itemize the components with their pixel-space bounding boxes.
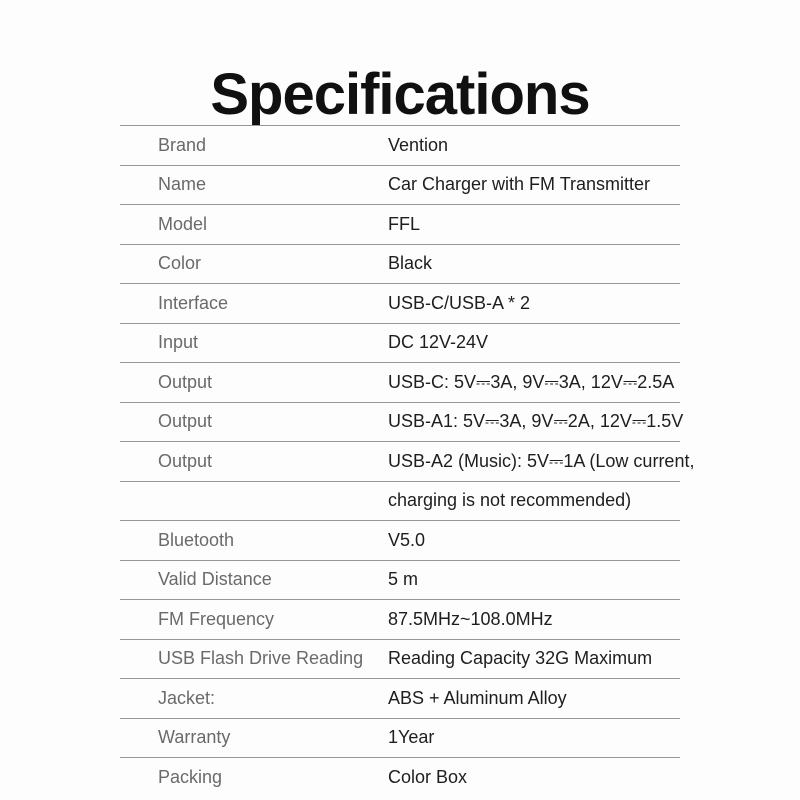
spec-label: Output [158,371,213,392]
spec-row-interface: Interface USB-C/USB-A * 2 [120,283,680,323]
spec-row-output-usba1: Output USB-A1: 5V⎓3A, 9V⎓2A, 12V⎓1.5V [120,401,684,442]
spec-label: Name [158,174,207,195]
page-title: Specifications [210,61,590,127]
spec-value: USB-C: 5V⎓3A, 9V⎓3A, 12V⎓2.5A [388,371,675,392]
spec-value: Color Box [388,766,468,787]
spec-value: 5 m [388,569,419,590]
spec-label: Input [158,332,199,353]
spec-value: USB-A2 (Music): 5V⎓1A (Low current, [388,450,695,471]
spec-value: 1Year [388,727,435,748]
spec-label: Jacket: [158,687,216,708]
spec-value: Reading Capacity 32G Maximum [388,648,653,669]
spec-row-bluetooth: Bluetooth V5.0 [120,520,680,560]
spec-row-warranty: Warranty 1Year [120,717,680,758]
spec-label: Valid Distance [158,569,272,590]
spec-row-fm-frequency: FM Frequency 87.5MHz~108.0MHz [120,599,680,639]
spec-label: Color [158,253,202,274]
spec-row-output-usba2-continued: charging is not recommended) [120,480,680,521]
spec-row-brand: Brand Vention [120,125,680,165]
spec-label: Interface [158,292,229,313]
spec-value: FFL [388,213,421,234]
spec-label: Output [158,450,213,471]
spec-label: Brand [158,134,207,155]
spec-label: USB Flash Drive Reading [158,648,364,669]
spec-row-output-usba2: Output USB-A2 (Music): 5V⎓1A (Low curren… [120,441,694,481]
spec-value: 87.5MHz~108.0MHz [388,608,553,629]
spec-value: DC 12V-24V [388,332,489,353]
spec-row-input: Input DC 12V-24V [120,322,680,363]
spec-value: V5.0 [388,529,426,550]
spec-label: Model [158,213,208,234]
spec-label: FM Frequency [158,608,275,629]
spec-label: Warranty [158,727,231,748]
spec-value: Vention [388,134,449,155]
spec-label: Bluetooth [158,529,235,550]
spec-row-jacket: Jacket: ABS + Aluminum Alloy [120,678,680,718]
spec-row-name: Name Car Charger with FM Transmitter [120,164,680,205]
spec-value: USB-C/USB-A * 2 [388,292,531,313]
spec-label: Output [158,411,213,432]
spec-row-usb-flash-drive-reading: USB Flash Drive Reading Reading Capacity… [120,638,680,679]
spec-value: Black [388,253,433,274]
spec-row-packing: Packing Color Box [120,757,680,797]
spec-row-output-usbc: Output USB-C: 5V⎓3A, 9V⎓3A, 12V⎓2.5A [120,362,680,402]
spec-value: USB-A1: 5V⎓3A, 9V⎓2A, 12V⎓1.5V [388,411,684,432]
spec-row-valid-distance: Valid Distance 5 m [120,559,680,600]
spec-row-color: Color Black [120,243,680,284]
specs-table: Brand Vention Name Car Charger with FM T… [120,125,694,797]
spec-row-model: Model FFL [120,204,680,244]
spec-value: charging is not recommended) [388,490,632,511]
spec-value: Car Charger with FM Transmitter [388,174,651,195]
spec-label: Packing [158,766,223,787]
spec-value: ABS + Aluminum Alloy [388,687,567,708]
